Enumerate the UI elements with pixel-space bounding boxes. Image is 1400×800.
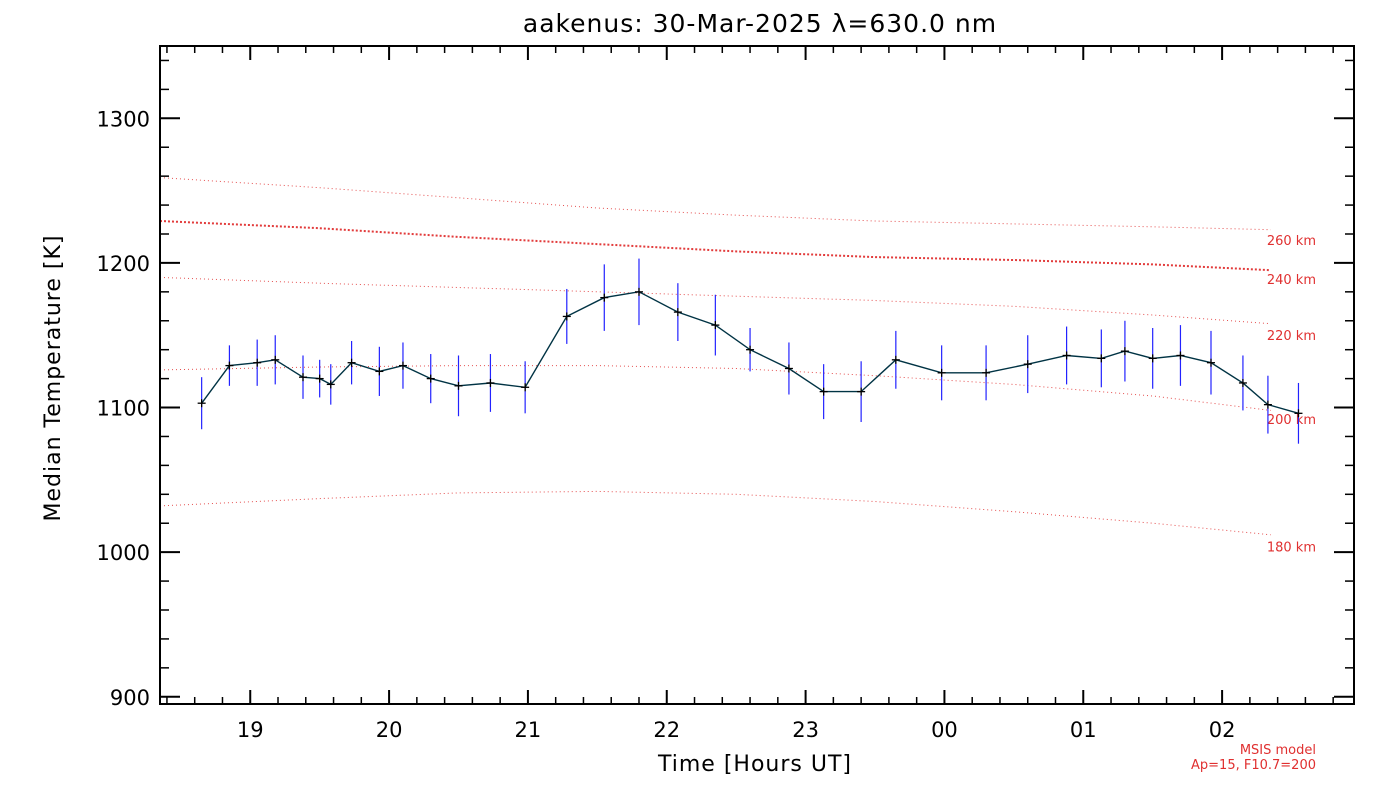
data-point [857, 387, 866, 396]
data-point [271, 355, 280, 364]
data-point [784, 364, 793, 373]
model-curve-200-km [159, 365, 1271, 411]
model-label: 260 km [1267, 234, 1316, 249]
x-tick-label: 19 [237, 718, 264, 742]
data-point [1120, 347, 1129, 356]
data-point [225, 361, 234, 370]
x-axis-label: Time [Hours UT] [657, 752, 852, 777]
data-point [600, 293, 609, 302]
data-point [253, 358, 262, 367]
data-point [521, 383, 530, 392]
data-point [1062, 351, 1071, 360]
chart-title: aakenus: 30-Mar-2025 λ=630.0 nm [523, 9, 997, 38]
data-point [562, 312, 571, 321]
data-point [398, 361, 407, 370]
data-series [197, 258, 1303, 444]
data-point [673, 308, 682, 317]
model-label: 220 km [1267, 329, 1316, 344]
data-point [347, 358, 356, 367]
data-point [937, 368, 946, 377]
data-point [634, 287, 643, 296]
x-tick-label: 22 [653, 718, 680, 742]
model-label: 200 km [1267, 413, 1316, 428]
data-point [299, 373, 308, 382]
data-point [711, 321, 720, 330]
msis-model-curves [159, 177, 1271, 536]
y-tick-label: 900 [110, 686, 150, 710]
data-point [197, 399, 206, 408]
data-point [1148, 354, 1157, 363]
data-point [982, 368, 991, 377]
temperature-line [201, 291, 1299, 414]
data-point [746, 345, 755, 354]
data-point [315, 374, 324, 383]
msis-model-labels: 260 km 240 km 220 km 200 km 180 km [1267, 234, 1316, 556]
data-point [1023, 360, 1032, 369]
msis-note-line2: Ap=15, F10.7=200 [1191, 758, 1316, 773]
data-point [819, 387, 828, 396]
data-point [326, 380, 335, 389]
data-point [1263, 400, 1272, 409]
data-point [454, 381, 463, 390]
model-curve-180-km [159, 490, 1271, 536]
data-point [486, 378, 495, 387]
plot-frame [159, 45, 1355, 705]
model-curve-240-km [159, 220, 1271, 272]
x-tick-label: 01 [1070, 718, 1097, 742]
axis-ticks: 19 20 21 22 23 00 01 02 900 1000 1100 1200 1300 [97, 46, 1354, 742]
x-tick-label: 21 [515, 718, 542, 742]
data-point [1097, 354, 1106, 363]
y-tick-label: 1300 [97, 107, 150, 131]
model-curve-220-km [159, 276, 1271, 325]
y-axis-label: Median Temperature [K] [41, 235, 66, 522]
msis-note-line1: MSIS model [1240, 743, 1316, 758]
data-point [375, 367, 384, 376]
x-tick-label: 23 [792, 718, 819, 742]
data-point [426, 374, 435, 383]
model-label: 180 km [1267, 540, 1316, 555]
data-point [1176, 351, 1185, 360]
data-point [1206, 358, 1215, 367]
data-point [891, 355, 900, 364]
y-tick-label: 1000 [97, 541, 150, 565]
y-tick-label: 1200 [97, 252, 150, 276]
x-tick-label: 02 [1209, 718, 1236, 742]
x-tick-label: 20 [376, 718, 403, 742]
data-point [1294, 409, 1303, 418]
data-point [1238, 378, 1247, 387]
model-label: 240 km [1267, 273, 1316, 288]
y-tick-label: 1100 [97, 397, 150, 421]
x-tick-label: 00 [931, 718, 958, 742]
model-curve-260-km [159, 177, 1271, 231]
